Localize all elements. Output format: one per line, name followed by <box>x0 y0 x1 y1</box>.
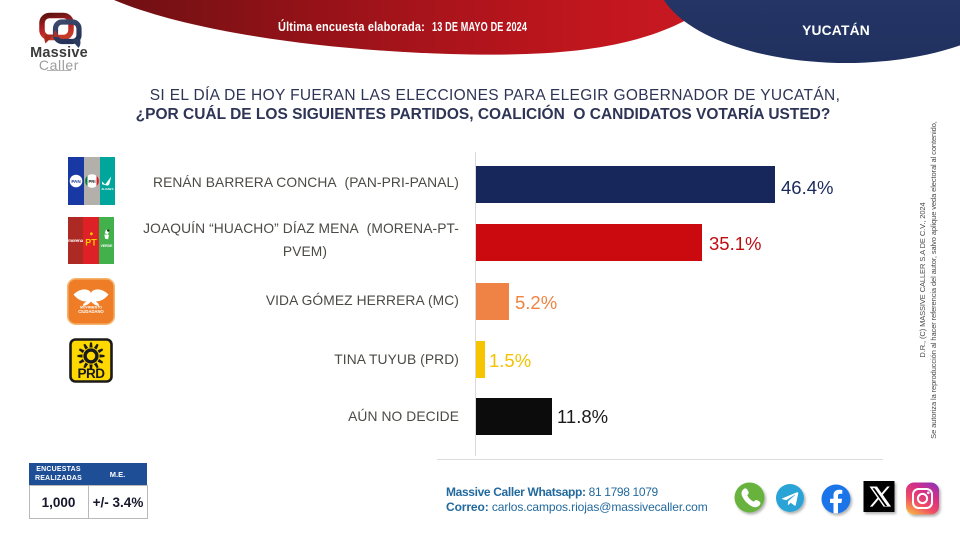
svg-text:PAN: PAN <box>71 179 81 184</box>
svg-text:PRD: PRD <box>77 366 105 381</box>
svg-text:VERDE: VERDE <box>101 244 113 248</box>
svg-text:ALIANZA: ALIANZA <box>101 187 113 191</box>
svg-text:morena: morena <box>68 238 83 243</box>
svg-text:PRI: PRI <box>89 179 96 184</box>
svg-text:MOVIMIENTO: MOVIMIENTO <box>80 306 102 310</box>
svg-text:CIUDADANO: CIUDADANO <box>78 309 104 314</box>
svg-text:PT: PT <box>85 238 97 248</box>
